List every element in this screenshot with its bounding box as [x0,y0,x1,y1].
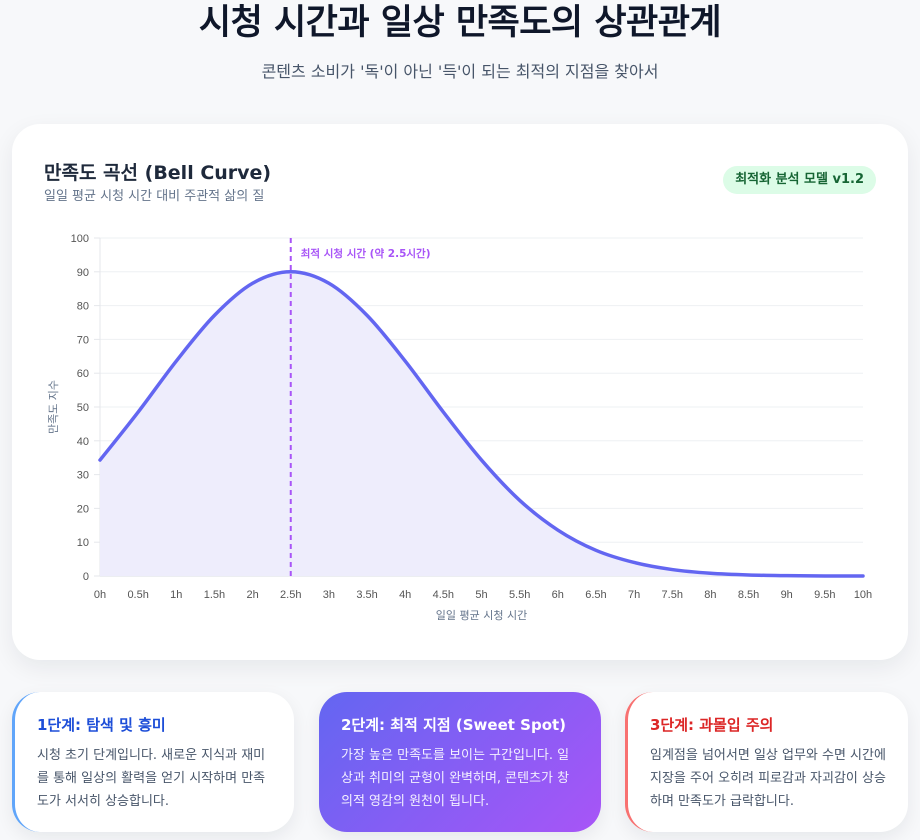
x-tick-label: 2h [246,589,258,601]
y-tick-label: 50 [77,402,89,414]
x-tick-label: 9h [781,589,793,601]
page-title: 시청 시간과 일상 만족도의 상관관계 [198,3,722,43]
chart-title: 만족도 곡선 (Bell Curve) [44,162,272,184]
x-tick-label: 3h [323,589,335,601]
bell-curve-chart[interactable]: 0 10 20 30 40 50 60 70 80 90 100 0h 0.5h 1h 1.5h 2h 2.5… [12,124,908,660]
x-tick-label: 9.5h [814,589,835,601]
y-tick-label: 70 [77,334,89,346]
model-version-badge: 최적화 분석 모델 v1.2 [723,166,876,194]
x-tick-label: 8.5h [738,589,759,601]
x-tick-label: 0.5h [127,589,148,601]
y-tick-label: 40 [77,436,89,448]
stage-description: 시청 초기 단계입니다. 새로운 지식과 재미를 통해 일상의 활력을 얻기 시… [37,748,266,809]
x-tick-label: 6h [552,589,564,601]
y-tick-label: 10 [77,537,89,549]
page-subtitle: 콘텐츠 소비가 '독'이 아닌 '득'이 되는 최적의 지점을 찾아서 [261,62,659,81]
x-tick-label: 1h [170,589,182,601]
stage-description: 가장 높은 만족도를 보이는 구간입니다. 일상과 취미의 균형이 완벽하며, … [341,748,570,809]
y-tick-label: 60 [77,368,89,380]
chart-subtitle: 일일 평균 시청 시간 대비 주관적 삶의 질 [44,189,265,204]
stage-title: 2단계: 최적 지점 (Sweet Spot) [341,716,567,734]
stage-description: 임계점을 넘어서면 일상 업무와 수면 시간에 지장을 주어 오히려 피로감과 … [650,748,886,809]
y-tick-label: 0 [83,571,89,583]
stage-card-overuse-warning: 3단계: 과몰입 주의 임계점을 넘어서면 일상 업무와 수면 시간에 지장을 … [625,692,908,832]
stage-card-sweet-spot: 2단계: 최적 지점 (Sweet Spot) 가장 높은 만족도를 보이는 구… [319,692,601,832]
x-tick-label: 5h [475,589,487,601]
x-tick-label: 10h [854,589,872,601]
y-tick-label: 90 [77,267,89,279]
optimal-time-annotation: 최적 시청 시간 (약 2.5시간) [301,247,431,260]
x-axis-ticks: 0h 0.5h 1h 1.5h 2h 2.5h 3h 3.5h 4h 4.5h 5h 5.5h 6h 6.… [94,589,872,601]
satisfaction-curve-line[interactable] [98,270,865,578]
x-tick-label: 8h [704,589,716,601]
x-tick-label: 1.5h [204,589,225,601]
y-axis-title: 만족도 지수 [47,380,60,434]
y-tick-label: 100 [71,233,89,245]
y-tick-label: 20 [77,503,89,515]
x-tick-label: 4h [399,589,411,601]
x-axis-title: 일일 평균 시청 시간 [436,608,527,622]
x-tick-label: 3.5h [356,589,377,601]
stage-card-exploration: 1단계: 탐색 및 흥미 시청 초기 단계입니다. 새로운 지식과 재미를 통해… [12,692,294,832]
x-tick-label: 2.5h [280,589,301,601]
y-axis-ticks: 0 10 20 30 40 50 60 70 80 90 100 [71,233,89,583]
x-tick-label: 0h [94,589,106,601]
x-tick-label: 5.5h [509,589,530,601]
y-tick-label: 30 [77,470,89,482]
stage-title: 1단계: 탐색 및 흥미 [37,716,166,734]
stage-title: 3단계: 과몰입 주의 [650,716,774,734]
chart-card: 만족도 곡선 (Bell Curve) 일일 평균 시청 시간 대비 주관적 삶… [12,124,908,660]
y-tick-label: 80 [77,301,89,313]
x-tick-label: 7h [628,589,640,601]
x-tick-label: 6.5h [585,589,606,601]
x-tick-label: 7.5h [662,589,683,601]
x-tick-label: 4.5h [433,589,454,601]
